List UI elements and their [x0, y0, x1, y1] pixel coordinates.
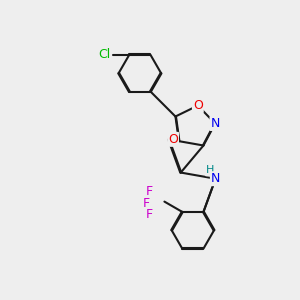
Text: H: H — [206, 166, 214, 176]
Text: O: O — [168, 133, 178, 146]
Text: F: F — [146, 185, 153, 198]
Text: F: F — [146, 208, 153, 221]
Text: N: N — [211, 172, 220, 185]
Text: F: F — [143, 196, 150, 210]
Text: Cl: Cl — [98, 48, 110, 61]
Text: O: O — [193, 99, 203, 112]
Text: N: N — [211, 117, 220, 130]
